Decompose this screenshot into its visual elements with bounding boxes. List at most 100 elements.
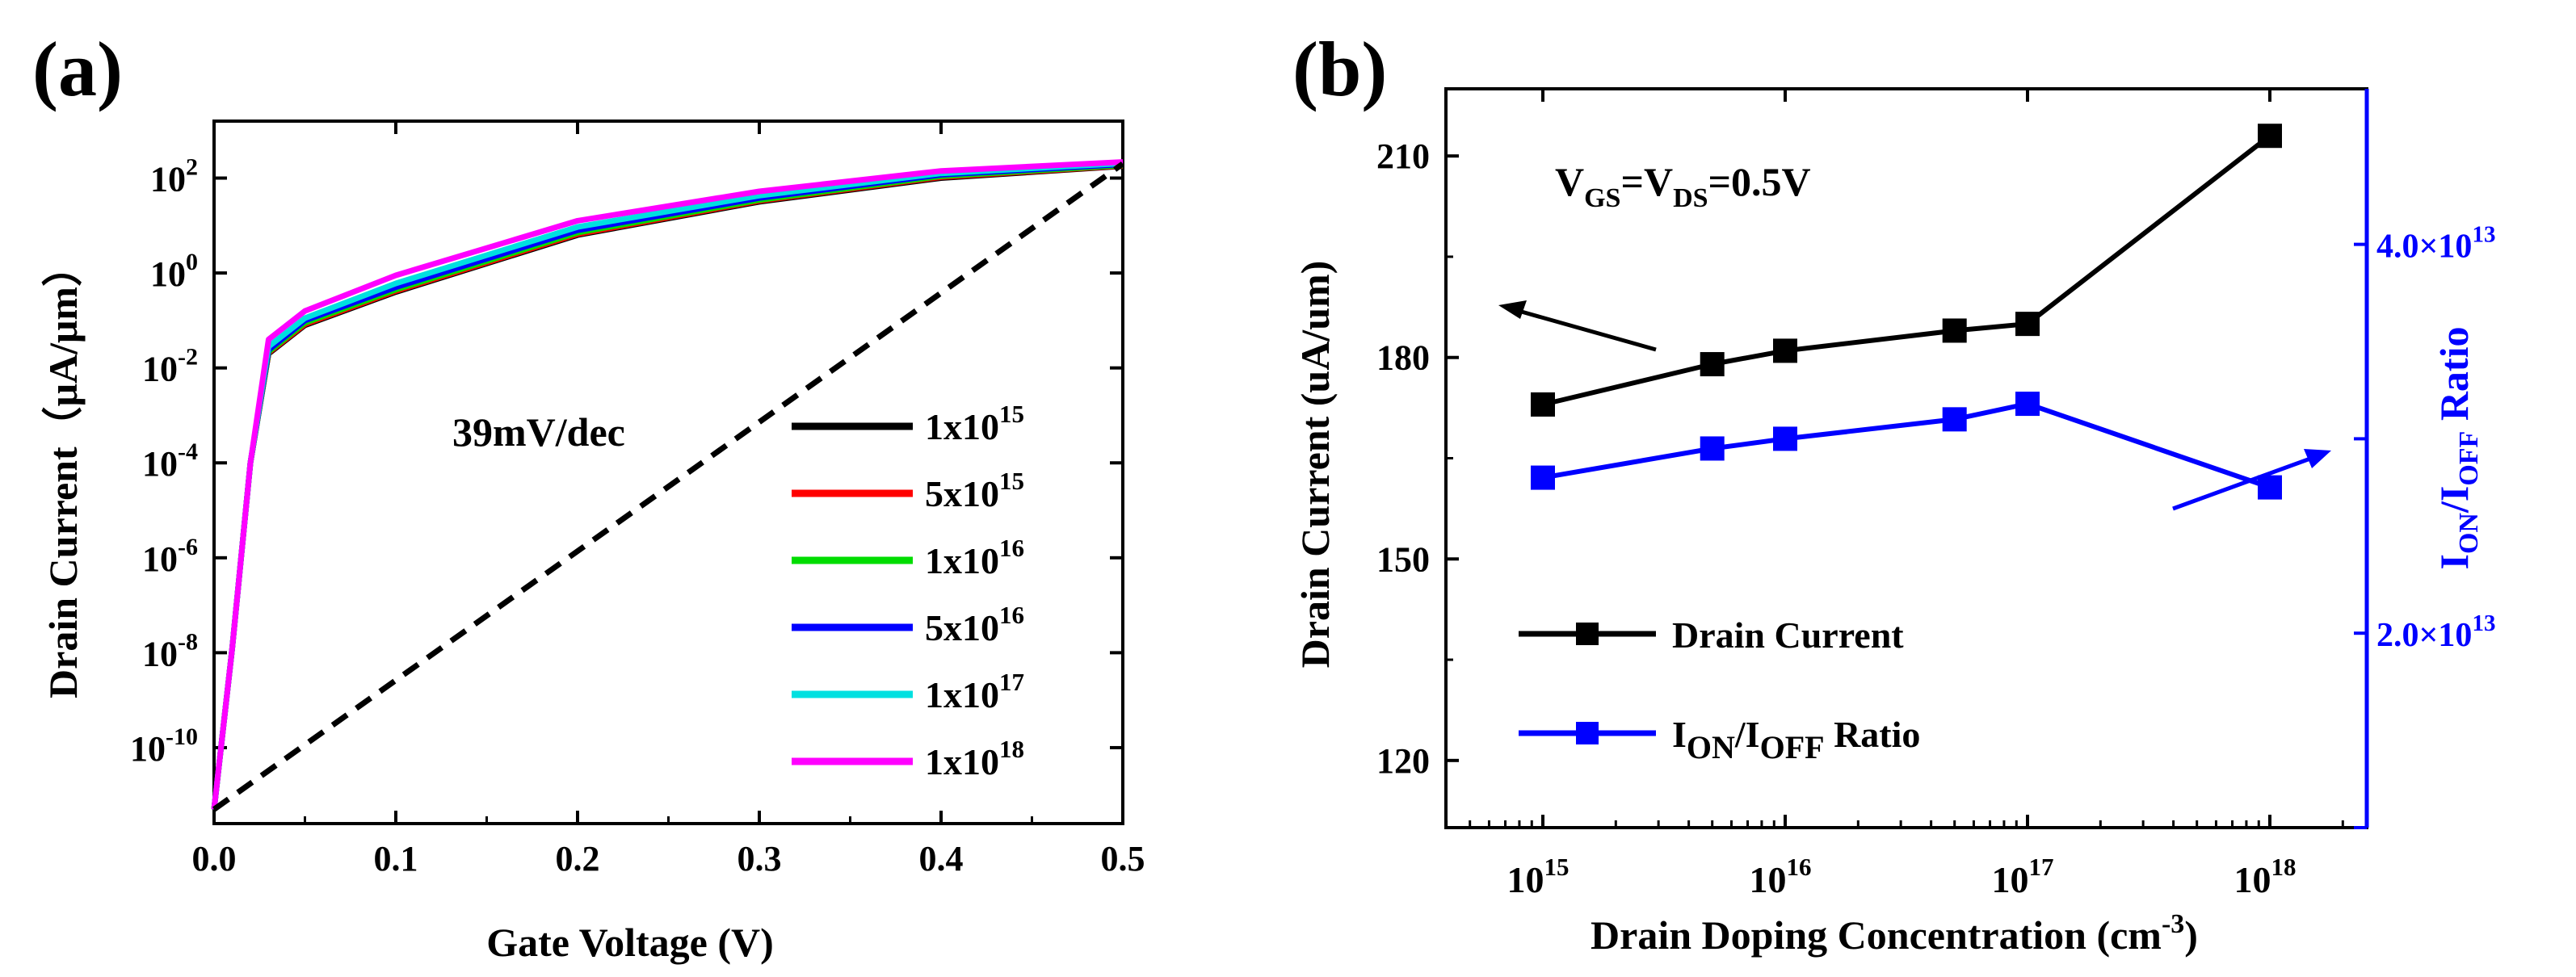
b-xtick-label-3-base: 10 [2234,859,2271,900]
b-xtick-label-0-exp: 15 [1544,853,1570,881]
panel-a-series [211,159,1124,810]
bias-ds: DS [1673,183,1708,213]
a-legend-label-0: 1x1015 [925,400,1024,447]
legend-ratio-on: ON [1687,729,1735,765]
panel-a-plot-frame [212,120,1124,825]
legend-label-ratio: ION/IOFF Ratio [1672,714,1920,765]
a-legend-label-0-exp: 15 [999,400,1024,428]
bias-v: V [1555,159,1584,204]
right-axis-arrow [2172,456,2311,511]
y2-title-on: ON [2454,513,2484,554]
y2-title-off: OFF [2454,431,2484,486]
b-xtick-label-2-base: 10 [1992,859,2029,900]
a-ytick-label-0-exp: 2 [186,154,198,181]
x-title-main: Drain Doping Concentration (cm [1591,912,2162,958]
a-ytick-label-4: 10-6 [142,534,198,579]
b-xtick-label-0-base: 10 [1507,859,1544,900]
b-marker-1-4 [2015,392,2040,417]
a-legend-label-3-base: 5x10 [925,607,999,648]
a-ytick-label-4-exp: -6 [178,534,198,560]
a-legend-label-1: 5x1015 [925,467,1024,514]
b-marker-0-5 [2258,124,2282,149]
b-marker-0-2 [1773,338,1797,363]
legend-label-drain-current: Drain Current [1672,614,1904,656]
b-marker-0-3 [1942,318,1967,343]
a-ytick-label-5-exp: -8 [178,628,198,655]
a-ytick-label-5-base: 10 [142,634,178,673]
b-ytick-label-3: 210 [1376,136,1430,176]
b-xtick-label-2: 1017 [1992,853,2054,900]
b-ytick-label-0: 120 [1376,741,1430,781]
a-ytick-label-1-exp: 0 [186,249,198,275]
a-legend-label-4-exp: 17 [999,668,1024,696]
a-ytick-label-2: 10-2 [142,344,198,389]
a-xtick-label-4: 0.4 [919,839,964,878]
legend-marker-ratio [1576,722,1599,744]
a-legend-label-5-exp: 18 [999,735,1024,763]
b-xtick-label-3: 1018 [2234,853,2297,900]
b-marker-1-0 [1531,465,1555,490]
panel-b-x-axis-title: Drain Doping Concentration (cm-3) [1591,909,2198,958]
b-marker-1-1 [1700,436,1725,461]
a-xtick-label-0: 0.0 [192,839,237,878]
a-legend-label-2: 1x1016 [925,534,1024,581]
panel-b-label: (b) [1292,26,1387,112]
right-axis-arrowhead [2304,449,2331,468]
b-y2tick-label-1-exp: 13 [2472,222,2495,248]
b-ytick-label-2: 180 [1376,338,1430,378]
a-ytick-label-1: 100 [150,249,198,294]
b-marker-0-0 [1531,392,1555,417]
a-xtick-label-2: 0.2 [556,839,600,878]
a-ytick-label-0-base: 10 [150,160,186,199]
panel-a: (a) 0.0 0.1 0.2 0.3 0.4 0.510210010-210-410-6… [32,26,1145,965]
b-marker-0-1 [1700,352,1725,377]
a-xtick-label-3: 0.3 [738,839,782,878]
b-marker-1-2 [1773,426,1797,451]
a-ytick-label-1-base: 10 [150,254,186,294]
b-xtick-label-0: 1015 [1507,853,1570,900]
panel-b: (b) 1015 1016 1017 10181201501802102.0×1013… [1292,26,2495,958]
bias-eq-v: =V [1620,159,1673,204]
b-y2tick-label-1: 4.0×1013 [2376,222,2495,266]
a-series-line-5 [211,159,1124,810]
y2-title-word: Ratio [2431,327,2477,431]
a-legend-label-2-exp: 16 [999,534,1024,562]
a-ytick-label-2-base: 10 [142,350,178,389]
a-legend-label-5-base: 1x10 [925,741,999,782]
a-legend-label-3: 5x1016 [925,601,1024,648]
a-ytick-label-4-base: 10 [142,539,178,579]
b-y2tick-label-0-exp: 13 [2472,610,2495,636]
b-marker-0-4 [2015,312,2040,337]
b-y2tick-label-0: 2.0×1013 [2376,610,2495,654]
a-legend-label-3-exp: 16 [999,601,1024,629]
a-legend-label-2-base: 1x10 [925,540,999,581]
a-ytick-label-3-exp: -4 [178,438,198,465]
legend-ratio-off: OFF [1760,729,1825,765]
a-ytick-label-6-base: 10 [130,729,166,769]
panel-b-series [1531,124,2282,500]
legend-marker-drain-current [1576,623,1599,645]
a-legend-label-0-base: 1x10 [925,406,999,447]
y2-title-i: I [2431,554,2477,569]
b-xtick-label-3-exp: 18 [2271,853,2297,881]
panel-a-y-axis-title: Drain Current（μA/μm） [40,246,86,698]
a-ytick-label-3: 10-4 [142,438,198,484]
a-legend-label-5: 1x1018 [925,735,1024,782]
b-series-line-1 [1542,401,2271,490]
bias-gs: GS [1584,183,1620,213]
b-marker-1-5 [2258,475,2282,500]
b-xtick-label-2-exp: 17 [2029,853,2054,881]
b-xtick-label-1-exp: 16 [1787,853,1812,881]
panel-a-ticks: 0.0 0.1 0.2 0.3 0.4 0.510210010-210-410-610-8… [130,121,1145,878]
panel-a-x-axis-title: Gate Voltage (V) [486,920,774,965]
a-ytick-label-6: 10-10 [130,723,198,769]
a-ytick-label-6-exp: -10 [166,723,198,750]
a-xtick-label-5: 0.5 [1101,839,1145,878]
panel-b-y2-axis-title: ION/IOFF Ratio [2431,327,2484,570]
legend-ratio-slash: /I [1734,714,1760,755]
a-ytick-label-5: 10-8 [142,628,198,673]
panel-a-label: (a) [32,26,123,112]
b-xtick-label-1-base: 10 [1750,859,1787,900]
